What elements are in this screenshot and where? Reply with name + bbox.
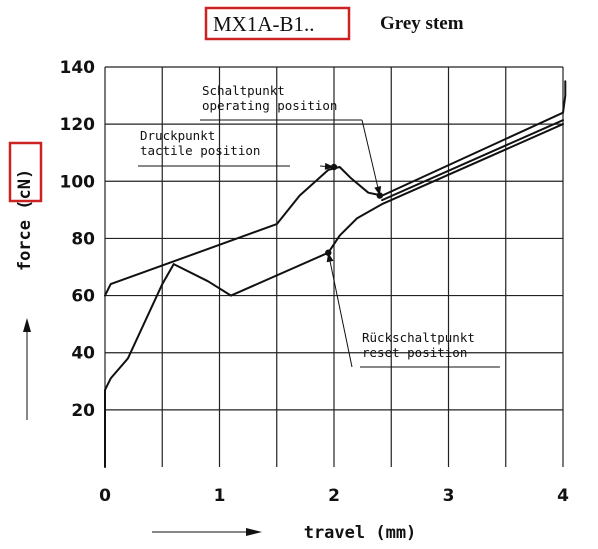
annotation-point — [325, 249, 332, 256]
x-tick-label: 0 — [99, 486, 111, 506]
y-tick-label: 120 — [60, 115, 96, 135]
x-tick-label: 3 — [443, 486, 455, 506]
return-curve — [104, 123, 564, 468]
annotation-line: Schaltpunkt — [202, 83, 285, 98]
model-title: MX1A-B1.. — [213, 12, 315, 36]
x-tick-label: 4 — [557, 486, 569, 506]
annotation-line: reset position — [362, 345, 467, 360]
grid-layer — [104, 66, 564, 467]
y-tick-label: 20 — [71, 401, 95, 421]
curve-layer — [104, 80, 567, 468]
x-arrow-head-icon — [246, 528, 262, 536]
annotation-line: tactile position — [140, 143, 260, 158]
stem-label: Grey stem — [380, 13, 464, 34]
y-axis-title-group: force (cN) — [15, 169, 35, 271]
annotation-point — [330, 163, 338, 171]
x-axis-title: travel (mm) — [304, 523, 417, 543]
annotation-line: operating position — [202, 98, 337, 113]
y-tick-label: 60 — [71, 287, 95, 307]
annotation-leader — [361, 119, 381, 196]
y-axis-title: force (cN) — [15, 169, 35, 271]
annotation-leader — [327, 252, 353, 368]
y-arrow-head-icon — [23, 318, 31, 332]
return-curve-shadow — [381, 119, 564, 202]
y-tick-label: 40 — [71, 344, 95, 364]
x-tick-label: 1 — [214, 486, 226, 506]
annotation-line: Rückschaltpunkt — [362, 330, 475, 345]
annotation-line: Druckpunkt — [140, 128, 215, 143]
annotation-arrow-icon — [324, 162, 334, 170]
unit-highlight-box — [8, 141, 43, 203]
y-tick-label: 140 — [60, 58, 96, 78]
actuation-curve — [104, 80, 567, 297]
annotation-point — [376, 192, 383, 199]
tick-layer: 0 1 2 3 4 20 40 60 80 100 120 140 — [60, 58, 570, 506]
x-tick-label: 2 — [328, 486, 340, 506]
y-tick-label: 80 — [71, 229, 95, 249]
model-highlight-box — [204, 6, 351, 41]
y-tick-label: 100 — [60, 172, 96, 192]
